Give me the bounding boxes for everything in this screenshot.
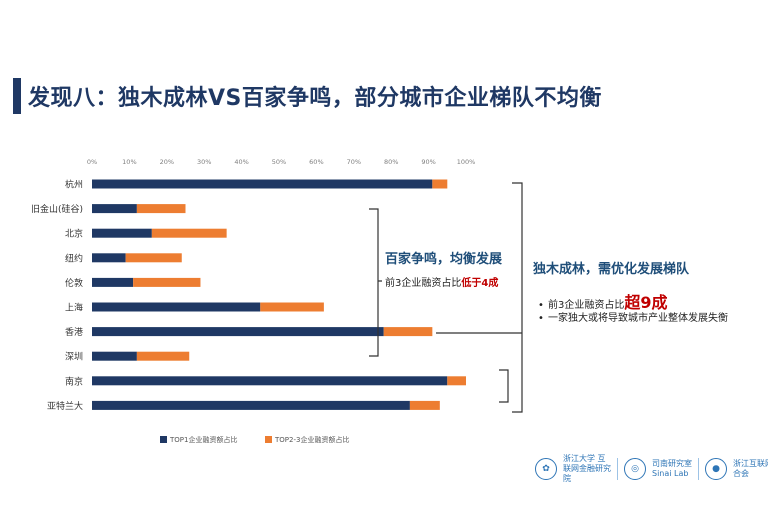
x-tick-label: 40% bbox=[234, 158, 248, 166]
category-label: 亚特兰大 bbox=[47, 400, 83, 412]
bullet-dot: • bbox=[538, 313, 544, 324]
bar-segment bbox=[92, 400, 410, 410]
bar-segment bbox=[383, 327, 433, 337]
x-tick-label: 0% bbox=[87, 158, 97, 166]
legend-swatch bbox=[265, 436, 272, 443]
right-bullet-2: • 一家独大或将导致城市产业整体发展失衡 bbox=[538, 311, 728, 327]
bar-segment bbox=[92, 327, 384, 337]
middle-annotation-highlight: 低于4成 bbox=[461, 278, 499, 289]
x-tick-label: 100% bbox=[457, 158, 476, 166]
category-label: 南京 bbox=[65, 375, 83, 387]
footer-logos: ✿ 浙江大学 互联网金融研究院 ◎ 司南研究室 Sinai Lab ● 浙江互联… bbox=[535, 454, 768, 484]
logo-1-label: 浙江大学 互联网金融研究院 bbox=[563, 454, 611, 483]
federation-icon: ● bbox=[705, 458, 727, 480]
category-label: 深圳 bbox=[65, 352, 83, 363]
category-label: 纽约 bbox=[65, 252, 83, 264]
bar-segment bbox=[92, 277, 134, 287]
category-label: 旧金山(硅谷) bbox=[31, 203, 83, 215]
x-tick-label: 50% bbox=[272, 158, 286, 166]
bar-segment bbox=[92, 376, 448, 386]
bar-segment bbox=[151, 228, 227, 238]
title-accent-bar bbox=[13, 78, 21, 114]
right-bullet-1: • 前3企业融资占比超9成 bbox=[538, 289, 668, 313]
small-bracket bbox=[499, 369, 509, 403]
x-tick-label: 80% bbox=[384, 158, 398, 166]
x-tick-label: 70% bbox=[347, 158, 361, 166]
bar-segment bbox=[432, 179, 448, 189]
bar-segment bbox=[92, 204, 137, 214]
bar-segment bbox=[92, 351, 137, 361]
logo-2-label: 司南研究室 Sinai Lab bbox=[652, 459, 692, 478]
bar-segment bbox=[447, 376, 466, 386]
x-tick-label: 20% bbox=[160, 158, 174, 166]
logo-divider bbox=[698, 458, 699, 480]
bar-segment bbox=[133, 277, 201, 287]
bar-segment bbox=[92, 228, 152, 238]
category-label: 伦敦 bbox=[65, 277, 83, 289]
category-label: 上海 bbox=[65, 302, 83, 314]
right-annotation-title: 独木成林，需优化发展梯队 bbox=[533, 262, 690, 277]
bar-segment bbox=[409, 400, 440, 410]
logo-divider bbox=[617, 458, 618, 480]
right-bullet-1-prefix: 前3企业融资占比 bbox=[548, 300, 625, 311]
bar-segment bbox=[260, 302, 324, 312]
x-tick-label: 10% bbox=[122, 158, 136, 166]
middle-annotation-prefix: 前3企业融资占比 bbox=[385, 278, 462, 289]
bar-segment bbox=[92, 253, 126, 263]
right-bullet-2-text: 一家独大或将导致城市产业整体发展失衡 bbox=[548, 313, 728, 324]
category-label: 香港 bbox=[65, 326, 83, 338]
middle-annotation-title: 百家争鸣，均衡发展 bbox=[385, 252, 503, 267]
bar-segment bbox=[136, 204, 186, 214]
right-bullet-1-highlight: 超9成 bbox=[624, 293, 668, 312]
legend-label: TOP2-3企业融资额占比 bbox=[274, 435, 349, 444]
x-tick-label: 60% bbox=[309, 158, 323, 166]
right-bracket bbox=[436, 182, 523, 413]
zju-emblem-icon: ✿ bbox=[535, 458, 557, 480]
bar-segment bbox=[136, 351, 190, 361]
page-title: 发现八：独木成林VS百家争鸣，部分城市企业梯队不均衡 bbox=[28, 86, 602, 111]
sinai-lab-icon: ◎ bbox=[624, 458, 646, 480]
legend-swatch bbox=[160, 436, 167, 443]
logo-3-label: 浙江互联网金融联合会 bbox=[733, 459, 768, 478]
x-tick-label: 90% bbox=[421, 158, 435, 166]
middle-annotation-text: 前3企业融资占比低于4成 bbox=[385, 274, 498, 289]
bullet-dot: • bbox=[538, 300, 544, 311]
bar-segment bbox=[92, 302, 261, 312]
category-label: 北京 bbox=[65, 228, 83, 240]
category-label: 杭州 bbox=[65, 179, 83, 191]
middle-bracket bbox=[369, 208, 382, 357]
legend-label: TOP1企业融资额占比 bbox=[169, 435, 237, 444]
bar-segment bbox=[125, 253, 182, 263]
x-tick-label: 30% bbox=[197, 158, 211, 166]
bar-segment bbox=[92, 179, 433, 189]
